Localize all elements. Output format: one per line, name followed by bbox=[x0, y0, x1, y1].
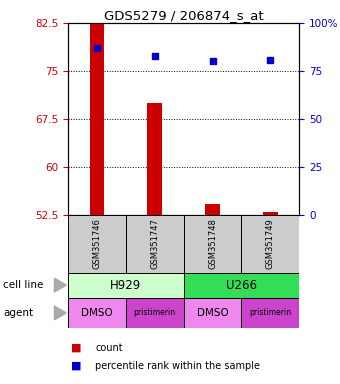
Bar bbox=[205, 204, 220, 215]
Text: H929: H929 bbox=[110, 279, 141, 291]
Title: GDS5279 / 206874_s_at: GDS5279 / 206874_s_at bbox=[104, 9, 264, 22]
Text: GSM351747: GSM351747 bbox=[150, 218, 159, 269]
Text: GSM351748: GSM351748 bbox=[208, 218, 217, 269]
FancyBboxPatch shape bbox=[126, 215, 184, 273]
Text: count: count bbox=[95, 343, 123, 353]
Text: percentile rank within the sample: percentile rank within the sample bbox=[95, 361, 260, 371]
Polygon shape bbox=[54, 278, 66, 292]
Bar bbox=[148, 103, 162, 215]
Text: DMSO: DMSO bbox=[197, 308, 228, 318]
FancyBboxPatch shape bbox=[68, 298, 126, 328]
Bar bbox=[263, 212, 277, 215]
Bar bbox=[90, 24, 104, 215]
FancyBboxPatch shape bbox=[241, 215, 299, 273]
FancyBboxPatch shape bbox=[184, 215, 241, 273]
Text: DMSO: DMSO bbox=[81, 308, 113, 318]
FancyBboxPatch shape bbox=[241, 298, 299, 328]
FancyBboxPatch shape bbox=[68, 215, 126, 273]
FancyBboxPatch shape bbox=[68, 273, 184, 298]
Text: GSM351749: GSM351749 bbox=[266, 218, 275, 269]
Text: pristimerin: pristimerin bbox=[249, 308, 291, 318]
Text: pristimerin: pristimerin bbox=[134, 308, 176, 318]
Text: U266: U266 bbox=[226, 279, 257, 291]
Polygon shape bbox=[54, 306, 66, 320]
Text: agent: agent bbox=[3, 308, 34, 318]
Text: GSM351746: GSM351746 bbox=[92, 218, 101, 269]
FancyBboxPatch shape bbox=[184, 273, 299, 298]
FancyBboxPatch shape bbox=[126, 298, 184, 328]
Text: cell line: cell line bbox=[3, 280, 44, 290]
Text: ■: ■ bbox=[71, 343, 82, 353]
FancyBboxPatch shape bbox=[184, 298, 241, 328]
Text: ■: ■ bbox=[71, 361, 82, 371]
